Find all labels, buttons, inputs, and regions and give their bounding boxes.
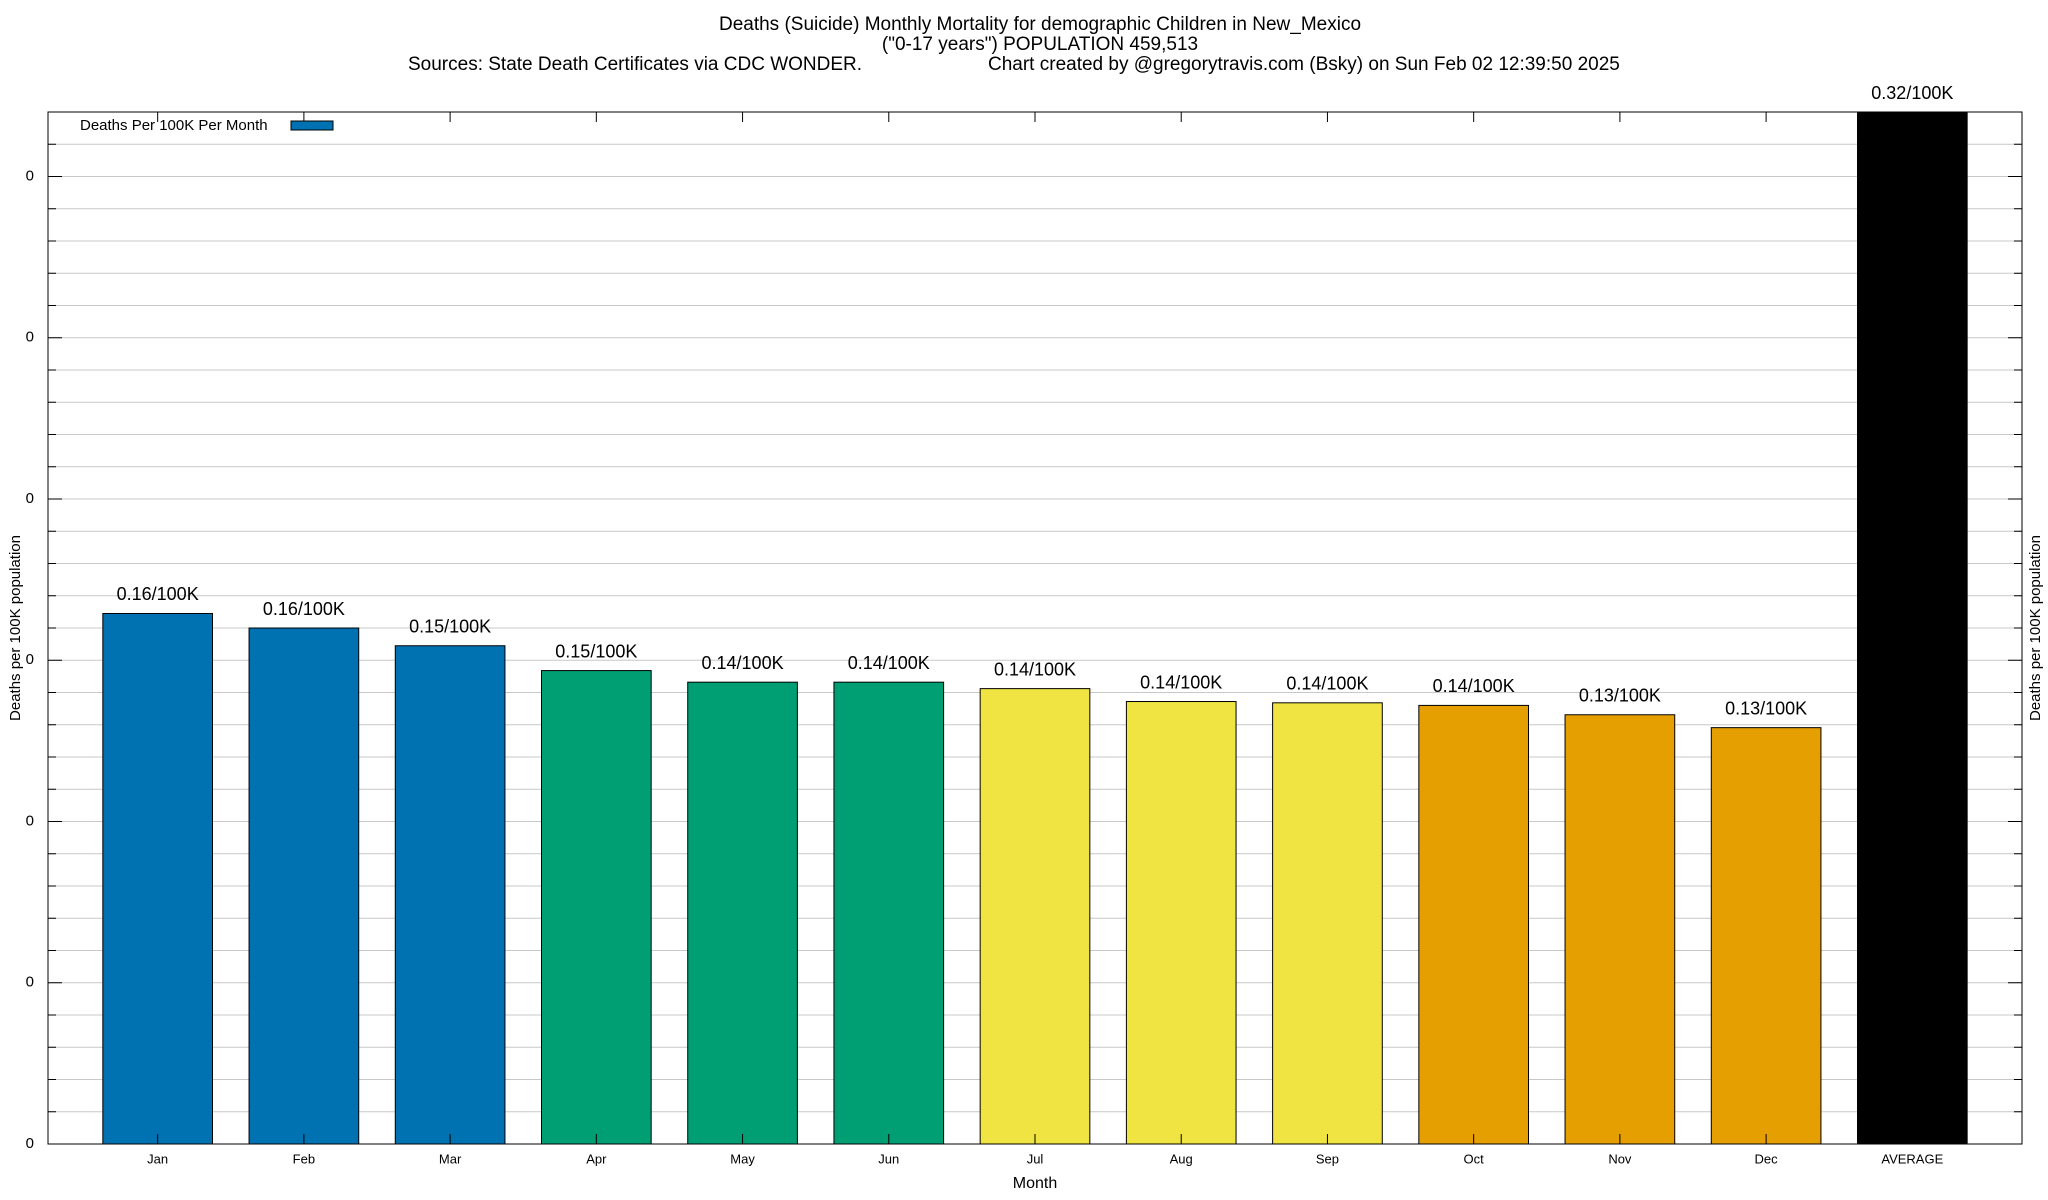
x-tick-label: Dec	[1755, 1151, 1779, 1166]
bar	[979, 688, 1091, 1144]
data-label: 0.32/100K	[1871, 83, 1953, 103]
x-tick-label: Apr	[586, 1151, 607, 1166]
bar	[394, 645, 506, 1144]
data-label: 0.14/100K	[1433, 676, 1515, 696]
bar	[102, 612, 213, 1144]
x-tick-label: AVERAGE	[1881, 1151, 1943, 1166]
data-label: 0.15/100K	[555, 641, 637, 661]
x-axis-label: Month	[1013, 1175, 1057, 1192]
x-tick-label: Mar	[439, 1151, 462, 1166]
x-tick-label: Feb	[293, 1151, 315, 1166]
bar	[687, 681, 798, 1144]
y-tick-label: 0	[26, 1135, 34, 1152]
legend-label: Deaths Per 100K Per Month	[80, 117, 268, 134]
bar	[1710, 727, 1822, 1144]
bar	[1125, 701, 1237, 1144]
data-label: 0.14/100K	[1286, 674, 1368, 694]
data-label: 0.14/100K	[848, 653, 930, 673]
bar	[1272, 702, 1383, 1144]
y2-axis-label: Deaths per 100K population	[2027, 535, 2044, 721]
y-tick-label: 0	[26, 167, 34, 184]
data-label: 0.16/100K	[117, 584, 199, 604]
bars	[102, 112, 1968, 1144]
data-label: 0.16/100K	[263, 599, 345, 619]
credit: Chart created by @gregorytravis.com (Bsk…	[988, 54, 1620, 75]
x-tick-label: Sep	[1316, 1151, 1339, 1166]
x-tick-label: Aug	[1170, 1151, 1193, 1166]
data-label: 0.13/100K	[1725, 698, 1807, 718]
y-tick-label: 0	[26, 329, 34, 346]
plot-border	[47, 111, 2023, 1145]
bar	[1418, 704, 1530, 1144]
sources: Sources: State Death Certificates via CD…	[408, 54, 862, 75]
x-tick-label: Jun	[878, 1151, 899, 1166]
data-label: 0.14/100K	[994, 659, 1076, 679]
y-axis-label: Deaths per 100K population	[7, 535, 24, 721]
x-tick-label: Oct	[1464, 1151, 1485, 1166]
bar	[541, 670, 652, 1144]
x-tick-label: Jan	[147, 1151, 168, 1166]
chart-subtitle: ("0-17 years") POPULATION 459,513	[882, 34, 1198, 55]
x-tick-label: May	[730, 1151, 755, 1166]
data-label: 0.15/100K	[409, 616, 491, 636]
x-tick-label: Nov	[1608, 1151, 1632, 1166]
y-tick-label: 0	[26, 812, 34, 829]
data-label: 0.13/100K	[1579, 686, 1661, 706]
x-tick-label: Jul	[1027, 1151, 1044, 1166]
legend-swatch	[290, 120, 334, 131]
y-tick-label: 0	[26, 974, 34, 991]
bar	[1857, 112, 1968, 1144]
y-tick-label: 0	[26, 490, 34, 507]
data-label: 0.14/100K	[702, 653, 784, 673]
data-label: 0.14/100K	[1140, 672, 1222, 692]
bar	[833, 681, 945, 1144]
bar	[248, 627, 360, 1144]
foreground: 0 0 0 0 0 0 0 Jan Feb Mar Apr May Jun Jul Aug Sep Oct Nov…	[26, 83, 2023, 1166]
bar	[1564, 714, 1676, 1144]
chart-title: Deaths (Suicide) Monthly Mortality for d…	[719, 14, 1361, 35]
y-tick-label: 0	[26, 651, 34, 668]
